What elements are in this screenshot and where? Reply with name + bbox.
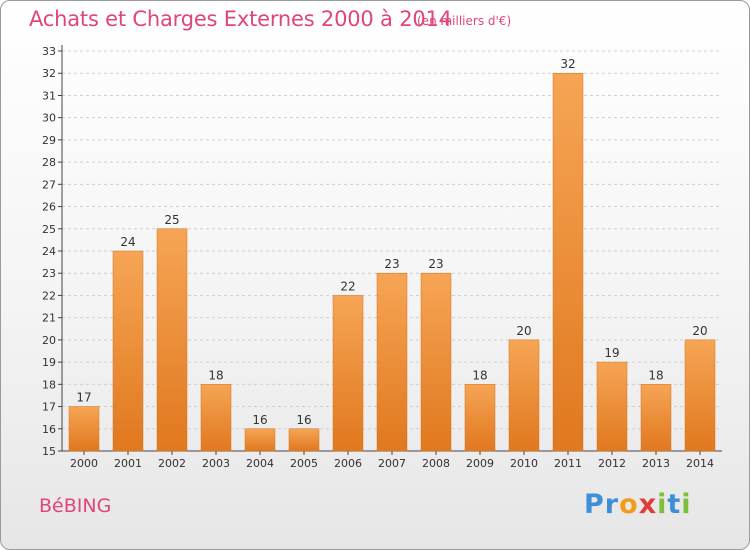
data-label: 20 — [516, 324, 531, 338]
data-label: 16 — [296, 413, 311, 427]
proxiti-logo: Proxiti — [584, 489, 692, 520]
bar — [684, 339, 716, 452]
y-tick-label: 32 — [42, 67, 56, 80]
y-tick-label: 20 — [42, 334, 56, 347]
bar — [420, 272, 452, 452]
x-tick-label: 2000 — [70, 457, 98, 470]
data-label: 25 — [164, 213, 179, 227]
x-tick-label: 2014 — [686, 457, 714, 470]
bar — [332, 295, 364, 452]
y-tick-label: 33 — [42, 45, 56, 58]
logo-letter: t — [667, 489, 682, 520]
chart-unit: (en milliers d'€) — [417, 14, 512, 28]
bar — [244, 428, 276, 452]
logo-letter: i — [657, 489, 668, 520]
y-tick-label: 29 — [42, 134, 56, 147]
y-tick-label: 28 — [42, 156, 56, 169]
y-tick-label: 22 — [42, 289, 56, 302]
data-label: 24 — [120, 235, 135, 249]
logo-letter: x — [638, 489, 658, 520]
x-tick-label: 2010 — [510, 457, 538, 470]
data-label: 18 — [648, 368, 663, 382]
logo-letter: r — [604, 489, 620, 520]
x-tick-label: 2007 — [378, 457, 406, 470]
x-tick-label: 2008 — [422, 457, 450, 470]
y-tick-label: 23 — [42, 267, 56, 280]
data-label: 16 — [252, 413, 267, 427]
data-label: 18 — [208, 368, 223, 382]
bar — [68, 406, 100, 452]
data-label: 22 — [340, 279, 355, 293]
x-tick-label: 2006 — [334, 457, 362, 470]
chart-title: Achats et Charges Externes 2000 à 2014 — [29, 7, 452, 31]
bar — [156, 228, 188, 452]
x-tick-label: 2002 — [158, 457, 186, 470]
bar — [376, 272, 408, 452]
x-tick-label: 2011 — [554, 457, 582, 470]
x-tick-label: 2003 — [202, 457, 230, 470]
y-tick-label: 15 — [42, 445, 56, 458]
y-tick-label: 27 — [42, 178, 56, 191]
data-labels: 17 24 25 18 16 16 22 23 23 18 20 32 19 18 20 — [76, 57, 707, 427]
bar — [112, 250, 144, 452]
bar — [288, 428, 320, 452]
x-tick-label: 2004 — [246, 457, 274, 470]
data-label: 32 — [560, 57, 575, 71]
x-tick-label: 2005 — [290, 457, 318, 470]
data-label: 23 — [428, 257, 443, 271]
logo-letter: P — [584, 489, 605, 520]
y-tick-label: 25 — [42, 223, 56, 236]
data-label: 18 — [472, 368, 487, 382]
x-tick-label: 2012 — [598, 457, 626, 470]
x-tick-label: 2013 — [642, 457, 670, 470]
y-tick-label: 16 — [42, 423, 56, 436]
y-tick-label: 26 — [42, 201, 56, 214]
data-label: 23 — [384, 257, 399, 271]
x-tick-label: 2001 — [114, 457, 142, 470]
bars — [68, 72, 716, 452]
logo-letter: i — [681, 489, 692, 520]
y-tick-label: 30 — [42, 112, 56, 125]
axes: 15 16 17 18 19 20 21 22 23 24 25 26 27 28 29 30 31 32 33 20… — [42, 45, 722, 470]
y-tick-label: 21 — [42, 312, 56, 325]
y-tick-label: 19 — [42, 356, 56, 369]
data-label: 19 — [604, 346, 619, 360]
y-tick-label: 31 — [42, 89, 56, 102]
bar — [552, 72, 584, 452]
bar — [200, 384, 232, 452]
commune-name: BéBING — [39, 495, 112, 517]
y-tick-label: 18 — [42, 378, 56, 391]
data-label: 20 — [692, 324, 707, 338]
bar — [596, 361, 628, 452]
bar — [464, 384, 496, 452]
y-tick-label: 24 — [42, 245, 56, 258]
x-tick-label: 2009 — [466, 457, 494, 470]
y-tick-label: 17 — [42, 401, 56, 414]
data-label: 17 — [76, 391, 91, 405]
logo-letter: o — [619, 489, 639, 520]
bar — [640, 384, 672, 452]
bar — [508, 339, 540, 452]
